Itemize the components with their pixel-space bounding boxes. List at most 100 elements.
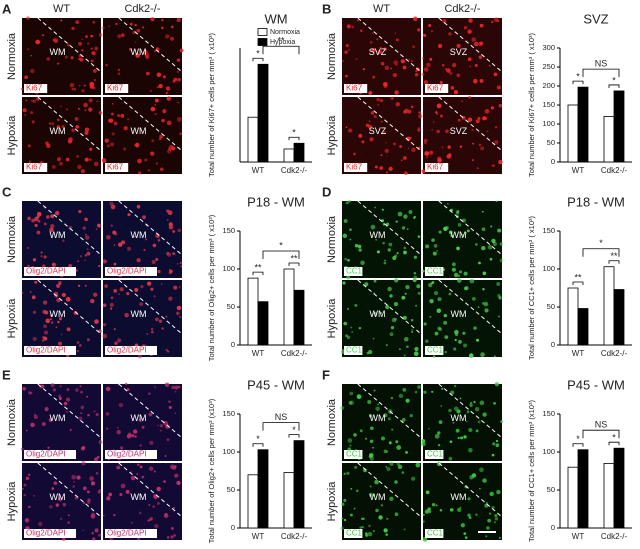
- cell-dot: [172, 79, 176, 83]
- cell-dot: [499, 242, 503, 246]
- cell-dot: [94, 46, 99, 51]
- cell-dot: [401, 417, 406, 422]
- cell-dot: [176, 480, 181, 486]
- significance-bracket: [582, 248, 620, 257]
- cell-dot: [392, 255, 397, 261]
- cell-dot: [385, 304, 390, 310]
- cell-dot: [101, 26, 105, 30]
- cell-dot: [342, 233, 348, 239]
- cell-dot: [383, 47, 387, 51]
- significance-label: **: [277, 36, 285, 46]
- cell-dot: [80, 169, 85, 174]
- cell-dot: [374, 165, 378, 169]
- cell-dot: [473, 326, 477, 330]
- cell-dot: [435, 111, 438, 114]
- cell-dot: [349, 228, 352, 231]
- cell-dot: [48, 122, 52, 125]
- cell-dot: [411, 328, 413, 331]
- region-label: WM: [131, 47, 147, 57]
- cell-dot: [171, 385, 175, 390]
- cell-dot: [496, 282, 501, 286]
- cell-dot: [127, 213, 131, 217]
- cell-dot: [424, 151, 430, 156]
- cell-dot: [492, 442, 496, 446]
- significance-bracket: [608, 441, 620, 446]
- cell-dot: [154, 523, 159, 529]
- y-tick-label: 100: [222, 264, 235, 273]
- cell-dot: [81, 38, 83, 41]
- cell-dot: [431, 238, 435, 242]
- cell-dot: [384, 65, 390, 71]
- cell-dot: [168, 405, 172, 410]
- cell-dot: [398, 393, 404, 399]
- cell-dot: [97, 223, 101, 228]
- cell-dot: [178, 286, 181, 288]
- cell-dot: [481, 245, 486, 251]
- cell-dot: [174, 390, 177, 393]
- cell-dot: [499, 258, 504, 263]
- cell-dot: [98, 33, 103, 37]
- cell-dot: [354, 465, 358, 470]
- cell-dot: [60, 19, 63, 22]
- cell-dot: [440, 114, 443, 118]
- cell-dot: [125, 489, 130, 494]
- cell-dot: [65, 410, 69, 414]
- cell-dot: [364, 532, 368, 536]
- cell-dot: [166, 536, 170, 539]
- bar: [577, 86, 589, 163]
- cell-dot: [485, 535, 488, 538]
- cell-dot: [69, 428, 72, 432]
- cell-dot: [364, 437, 367, 440]
- cell-dot: [494, 513, 498, 518]
- cell-dot: [46, 143, 51, 149]
- cell-dot: [468, 353, 474, 358]
- cell-dot: [343, 518, 347, 522]
- cell-dot: [387, 248, 391, 252]
- cell-dot: [463, 532, 467, 536]
- cell-dot: [373, 279, 377, 283]
- cell-dot: [438, 327, 443, 331]
- cell-dot: [36, 97, 40, 101]
- cell-dot: [57, 157, 61, 162]
- y-tick-label: 50: [547, 485, 555, 494]
- significance-label: **: [290, 253, 298, 263]
- cell-dot: [456, 73, 461, 78]
- stain-box: [24, 450, 76, 459]
- cell-dot: [111, 112, 114, 116]
- region-label: SVZ: [369, 126, 387, 136]
- cell-dot: [367, 400, 372, 405]
- cell-dot: [368, 414, 373, 418]
- panel-letter: D: [322, 184, 331, 199]
- cell-dot: [141, 425, 145, 429]
- cell-dot: [67, 521, 70, 524]
- cell-dot: [471, 37, 477, 42]
- stain-box: [344, 346, 363, 355]
- cell-dot: [161, 327, 164, 330]
- cell-dot: [447, 202, 449, 205]
- cell-dot: [349, 400, 354, 406]
- cell-dot: [26, 246, 30, 250]
- stain-box: [105, 529, 157, 538]
- cell-dot: [57, 341, 63, 346]
- region-label: WM: [451, 413, 467, 423]
- significance-bracket: [288, 434, 300, 438]
- significance-label: *: [279, 240, 283, 250]
- stain-box: [105, 84, 129, 93]
- cell-dot: [141, 475, 145, 479]
- cell-dot: [384, 148, 389, 153]
- cell-dot: [34, 223, 38, 227]
- cell-dot: [174, 465, 177, 468]
- cell-dot: [90, 514, 96, 519]
- cell-dot: [429, 150, 434, 155]
- cell-dot: [403, 214, 408, 219]
- cell-dot: [494, 140, 499, 145]
- cell-dot: [176, 17, 181, 22]
- cell-dot: [75, 269, 79, 272]
- cell-dot: [64, 55, 68, 59]
- column-label: Cdk2-/-: [444, 3, 480, 15]
- panel-letter: A: [2, 1, 12, 16]
- cell-dot: [57, 320, 60, 324]
- cell-dot: [373, 389, 376, 392]
- stain-box: [425, 84, 449, 93]
- cell-dot: [50, 321, 54, 324]
